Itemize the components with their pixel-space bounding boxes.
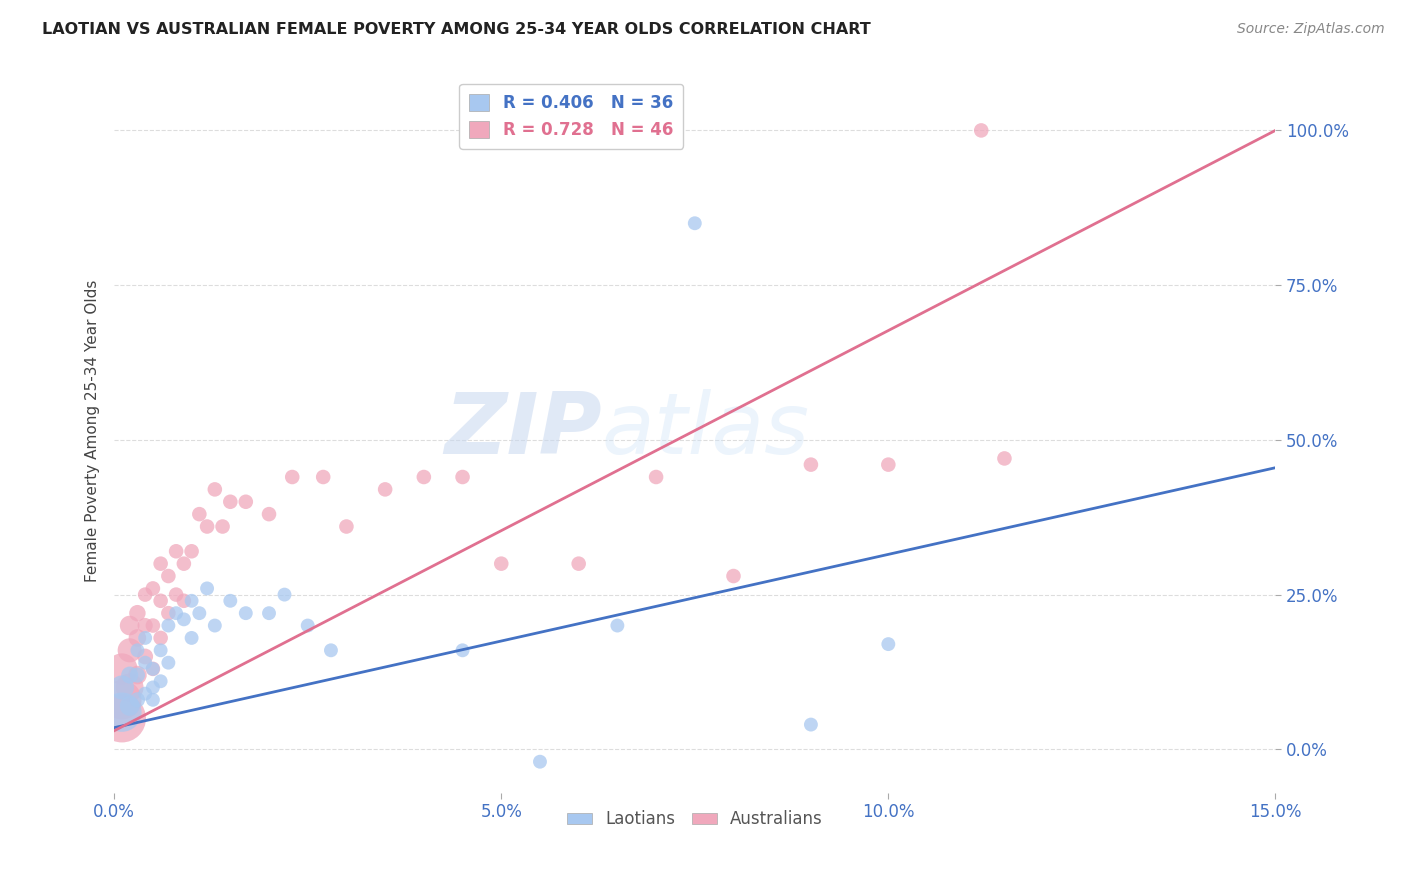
Legend: Laotians, Australians: Laotians, Australians [560, 804, 830, 835]
Point [204, 483, 226, 497]
Point [451, 470, 474, 484]
Point [134, 631, 156, 645]
Point [165, 606, 187, 620]
Point [188, 507, 211, 521]
Point [118, 668, 141, 682]
Point [645, 470, 668, 484]
Point [180, 594, 202, 608]
Point [118, 698, 141, 713]
Point [127, 668, 149, 682]
Text: Source: ZipAtlas.com: Source: ZipAtlas.com [1237, 22, 1385, 37]
Point [412, 470, 434, 484]
Point [157, 569, 180, 583]
Point [157, 606, 180, 620]
Point [800, 717, 823, 731]
Point [335, 519, 357, 533]
Point [165, 544, 187, 558]
Point [134, 687, 156, 701]
Point [111, 711, 134, 725]
Point [118, 681, 141, 695]
Point [142, 618, 165, 632]
Point [173, 612, 195, 626]
Point [134, 588, 156, 602]
Point [127, 631, 149, 645]
Point [235, 495, 257, 509]
Point [568, 557, 591, 571]
Point [142, 693, 165, 707]
Point [451, 643, 474, 657]
Point [157, 618, 180, 632]
Point [257, 606, 280, 620]
Point [111, 693, 134, 707]
Point [877, 458, 900, 472]
Point [374, 483, 396, 497]
Point [219, 495, 242, 509]
Point [188, 606, 211, 620]
Point [219, 594, 242, 608]
Point [319, 643, 342, 657]
Point [142, 662, 165, 676]
Point [111, 705, 134, 719]
Point [180, 544, 202, 558]
Point [149, 631, 172, 645]
Point [491, 557, 513, 571]
Point [142, 662, 165, 676]
Point [111, 681, 134, 695]
Point [211, 519, 233, 533]
Point [195, 582, 218, 596]
Point [312, 470, 335, 484]
Point [297, 618, 319, 632]
Point [149, 594, 172, 608]
Point [127, 606, 149, 620]
Point [204, 618, 226, 632]
Point [683, 216, 706, 230]
Point [127, 668, 149, 682]
Point [134, 649, 156, 664]
Point [970, 123, 993, 137]
Text: LAOTIAN VS AUSTRALIAN FEMALE POVERTY AMONG 25-34 YEAR OLDS CORRELATION CHART: LAOTIAN VS AUSTRALIAN FEMALE POVERTY AMO… [42, 22, 870, 37]
Point [273, 588, 295, 602]
Text: ZIP: ZIP [444, 389, 602, 472]
Point [127, 643, 149, 657]
Point [800, 458, 823, 472]
Point [157, 656, 180, 670]
Point [134, 656, 156, 670]
Point [993, 451, 1015, 466]
Point [149, 557, 172, 571]
Point [118, 618, 141, 632]
Point [877, 637, 900, 651]
Point [180, 631, 202, 645]
Point [173, 594, 195, 608]
Point [173, 557, 195, 571]
Point [723, 569, 745, 583]
Point [134, 618, 156, 632]
Point [281, 470, 304, 484]
Point [149, 643, 172, 657]
Point [127, 693, 149, 707]
Point [257, 507, 280, 521]
Point [142, 681, 165, 695]
Y-axis label: Female Poverty Among 25-34 Year Olds: Female Poverty Among 25-34 Year Olds [86, 279, 100, 582]
Text: atlas: atlas [602, 389, 810, 472]
Point [235, 606, 257, 620]
Point [142, 582, 165, 596]
Point [118, 643, 141, 657]
Point [606, 618, 628, 632]
Point [195, 519, 218, 533]
Point [529, 755, 551, 769]
Point [111, 662, 134, 676]
Point [149, 674, 172, 689]
Point [165, 588, 187, 602]
